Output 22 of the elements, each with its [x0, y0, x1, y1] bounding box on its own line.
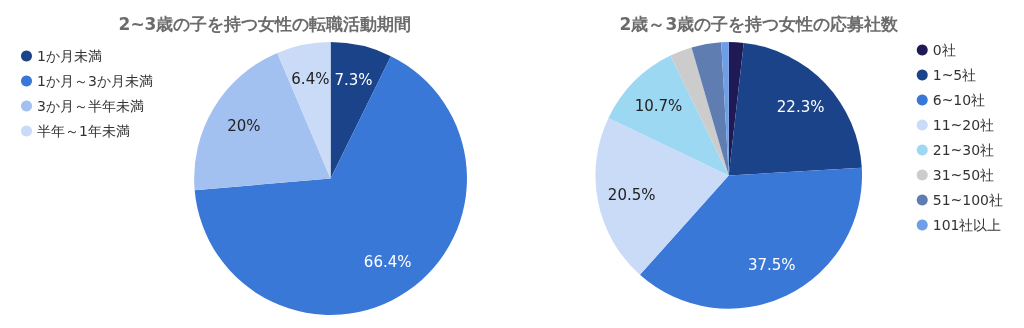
legend-label: 31~50社: [932, 167, 995, 183]
data-label: 22.3%: [776, 98, 825, 117]
legend-label: 101社以上: [932, 217, 1002, 233]
data-label: 20%: [227, 117, 261, 136]
data-label: 10.7%: [634, 96, 683, 115]
legend-label: 1か月未満: [37, 48, 102, 64]
legend-label: 1~5社: [932, 67, 977, 83]
chart-title: 2~3歳の子を持つ女性の転職活動期間: [118, 13, 412, 34]
legend-label: 半年～1年未満: [37, 123, 130, 139]
legend-label: 51~100社: [932, 192, 1004, 208]
legend-label: 0社: [932, 42, 956, 58]
data-label: 6.4%: [291, 70, 330, 89]
legend-label: 3か月～半年未満: [37, 98, 144, 114]
data-label: 7.3%: [334, 70, 373, 89]
data-label: 37.5%: [747, 255, 796, 274]
data-label: 66.4%: [363, 253, 412, 272]
legend-label: 11~20社: [932, 117, 995, 133]
data-label: 20.5%: [607, 185, 656, 204]
legend-label: 1か月～3か月未満: [37, 73, 153, 89]
legend-label: 21~30社: [932, 142, 995, 158]
legend-label: 6~10社: [932, 92, 986, 108]
chart-title: 2歳～3歳の子を持つ女性の応募社数: [619, 13, 900, 34]
